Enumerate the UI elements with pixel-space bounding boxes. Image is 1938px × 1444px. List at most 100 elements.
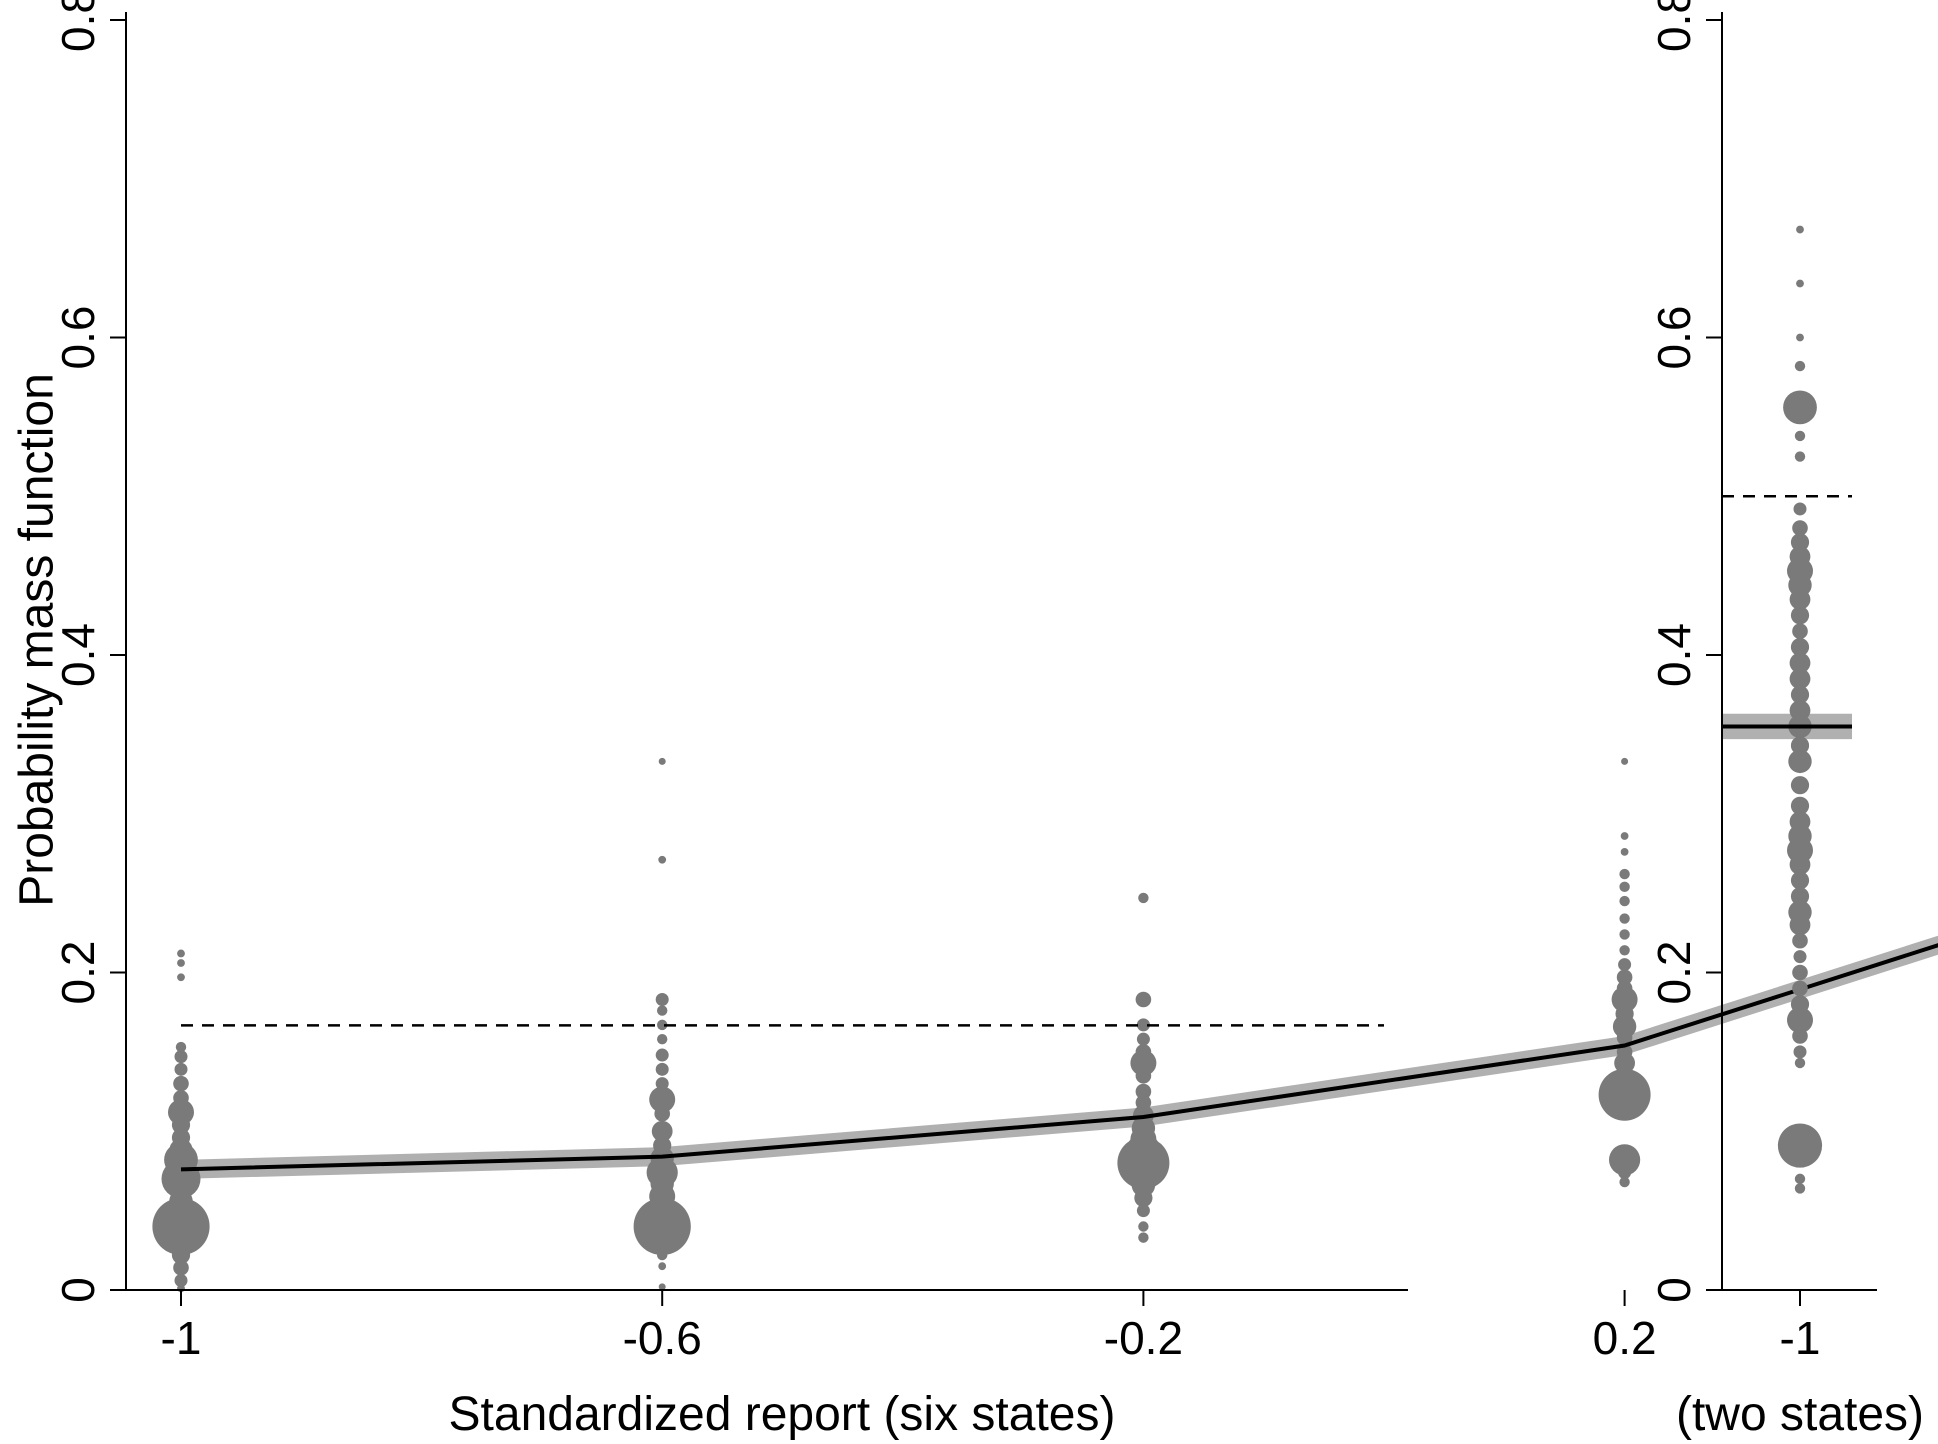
- data-point: [152, 1197, 210, 1256]
- data-point: [658, 1283, 666, 1291]
- data-point: [1789, 668, 1811, 690]
- data-point: [173, 1259, 189, 1276]
- data-point: [1620, 847, 1629, 856]
- y-axis-title: Probability mass function: [11, 373, 64, 907]
- data-point: [1790, 796, 1810, 815]
- data-point: [177, 973, 185, 982]
- data-point: [1796, 333, 1804, 342]
- data-point: [1134, 1188, 1153, 1208]
- data-point: [1609, 1144, 1641, 1176]
- data-point: [1136, 1018, 1150, 1032]
- data-point: [1616, 969, 1633, 986]
- y-tick-label: 0.6: [52, 306, 104, 370]
- data-point: [1792, 1028, 1808, 1044]
- data-point: [658, 855, 667, 864]
- main-fitted-line: [180, 943, 1938, 1172]
- data-point: [1794, 430, 1806, 442]
- y-tick-label: 0.2: [1648, 941, 1700, 1005]
- data-point: [1796, 225, 1804, 234]
- data-point: [177, 949, 185, 958]
- data-point: [1616, 1029, 1633, 1046]
- data-point: [655, 1062, 669, 1076]
- data-point: [1777, 1123, 1823, 1168]
- data-point: [1612, 1014, 1637, 1039]
- data-point: [1790, 685, 1810, 704]
- data-point: [1138, 892, 1149, 904]
- main-confidence-band: [181, 935, 1938, 1179]
- data-point: [1136, 1032, 1150, 1046]
- data-point: [1598, 1068, 1651, 1121]
- confidence-band: [181, 935, 1938, 1179]
- data-point: [1793, 1045, 1807, 1059]
- data-point: [1790, 736, 1810, 755]
- fitted-line: [180, 943, 1938, 1172]
- data-point: [1618, 1166, 1632, 1180]
- data-point: [657, 1249, 668, 1261]
- side-panel: 0 0.2 0.4 0.6 0.8 -1 (two states): [1648, 0, 1924, 1441]
- data-point: [1138, 1221, 1149, 1232]
- data-point: [1792, 932, 1808, 949]
- data-point: [1611, 986, 1638, 1013]
- data-point: [651, 1120, 673, 1142]
- x-tick-label: -1: [161, 1312, 202, 1364]
- data-point: [1619, 868, 1630, 880]
- data-point: [1130, 1049, 1157, 1076]
- x-tick-label: -0.6: [623, 1312, 702, 1364]
- data-point: [655, 992, 669, 1006]
- data-point: [1790, 887, 1810, 906]
- data-point: [657, 1033, 668, 1045]
- data-point: [1792, 980, 1808, 997]
- y-tick-label: 0.6: [1648, 306, 1700, 370]
- side-x-axis-title: (two states): [1676, 1388, 1924, 1441]
- data-point: [1618, 958, 1632, 972]
- data-point: [1789, 652, 1811, 674]
- data-point: [655, 1048, 669, 1062]
- data-point: [174, 1050, 188, 1064]
- data-point: [1794, 360, 1806, 372]
- data-point: [1790, 606, 1810, 625]
- data-point: [658, 757, 666, 765]
- data-point: [1621, 757, 1629, 765]
- data-point: [1783, 390, 1817, 425]
- main-scatter-points: [152, 757, 1651, 1293]
- data-point: [1135, 1067, 1152, 1084]
- data-point: [655, 1077, 669, 1091]
- data-point: [1792, 520, 1808, 536]
- x-tick-label: -1: [1780, 1312, 1821, 1364]
- y-tick-label: 0.8: [52, 0, 104, 52]
- data-point: [1619, 945, 1630, 956]
- data-point: [649, 1086, 676, 1113]
- x-tick-label: -0.2: [1104, 1312, 1183, 1364]
- data-point: [174, 1273, 188, 1287]
- data-point: [1135, 1083, 1152, 1100]
- data-point: [175, 1041, 187, 1053]
- data-point: [1790, 871, 1810, 890]
- data-point: [1619, 913, 1630, 924]
- data-point: [1787, 1007, 1813, 1034]
- y-tick-label: 0.4: [1648, 623, 1700, 687]
- y-tick-label: 0: [52, 1277, 104, 1303]
- data-point: [1790, 637, 1810, 657]
- data-point: [1619, 1176, 1630, 1188]
- data-point: [1138, 1232, 1149, 1243]
- data-point: [1790, 776, 1810, 795]
- data-point: [1790, 533, 1810, 552]
- main-panel: 00.20.40.60.8-1-0.6-0.20.20.61 Standardi…: [11, 0, 1938, 1441]
- data-point: [1619, 881, 1630, 892]
- data-point: [1789, 914, 1811, 936]
- y-tick-label: 0.8: [1648, 0, 1700, 52]
- data-point: [657, 1005, 668, 1016]
- data-point: [1792, 964, 1808, 981]
- data-point: [1614, 1052, 1635, 1074]
- data-point: [171, 1245, 191, 1265]
- data-point: [1794, 1183, 1806, 1194]
- data-point: [171, 1115, 191, 1134]
- data-point: [1789, 700, 1811, 721]
- data-point: [177, 959, 185, 967]
- data-point: [657, 1019, 668, 1031]
- data-point: [1793, 950, 1807, 964]
- y-tick-label: 0.2: [52, 941, 104, 1005]
- data-point: [1789, 589, 1811, 610]
- data-point: [1620, 832, 1629, 840]
